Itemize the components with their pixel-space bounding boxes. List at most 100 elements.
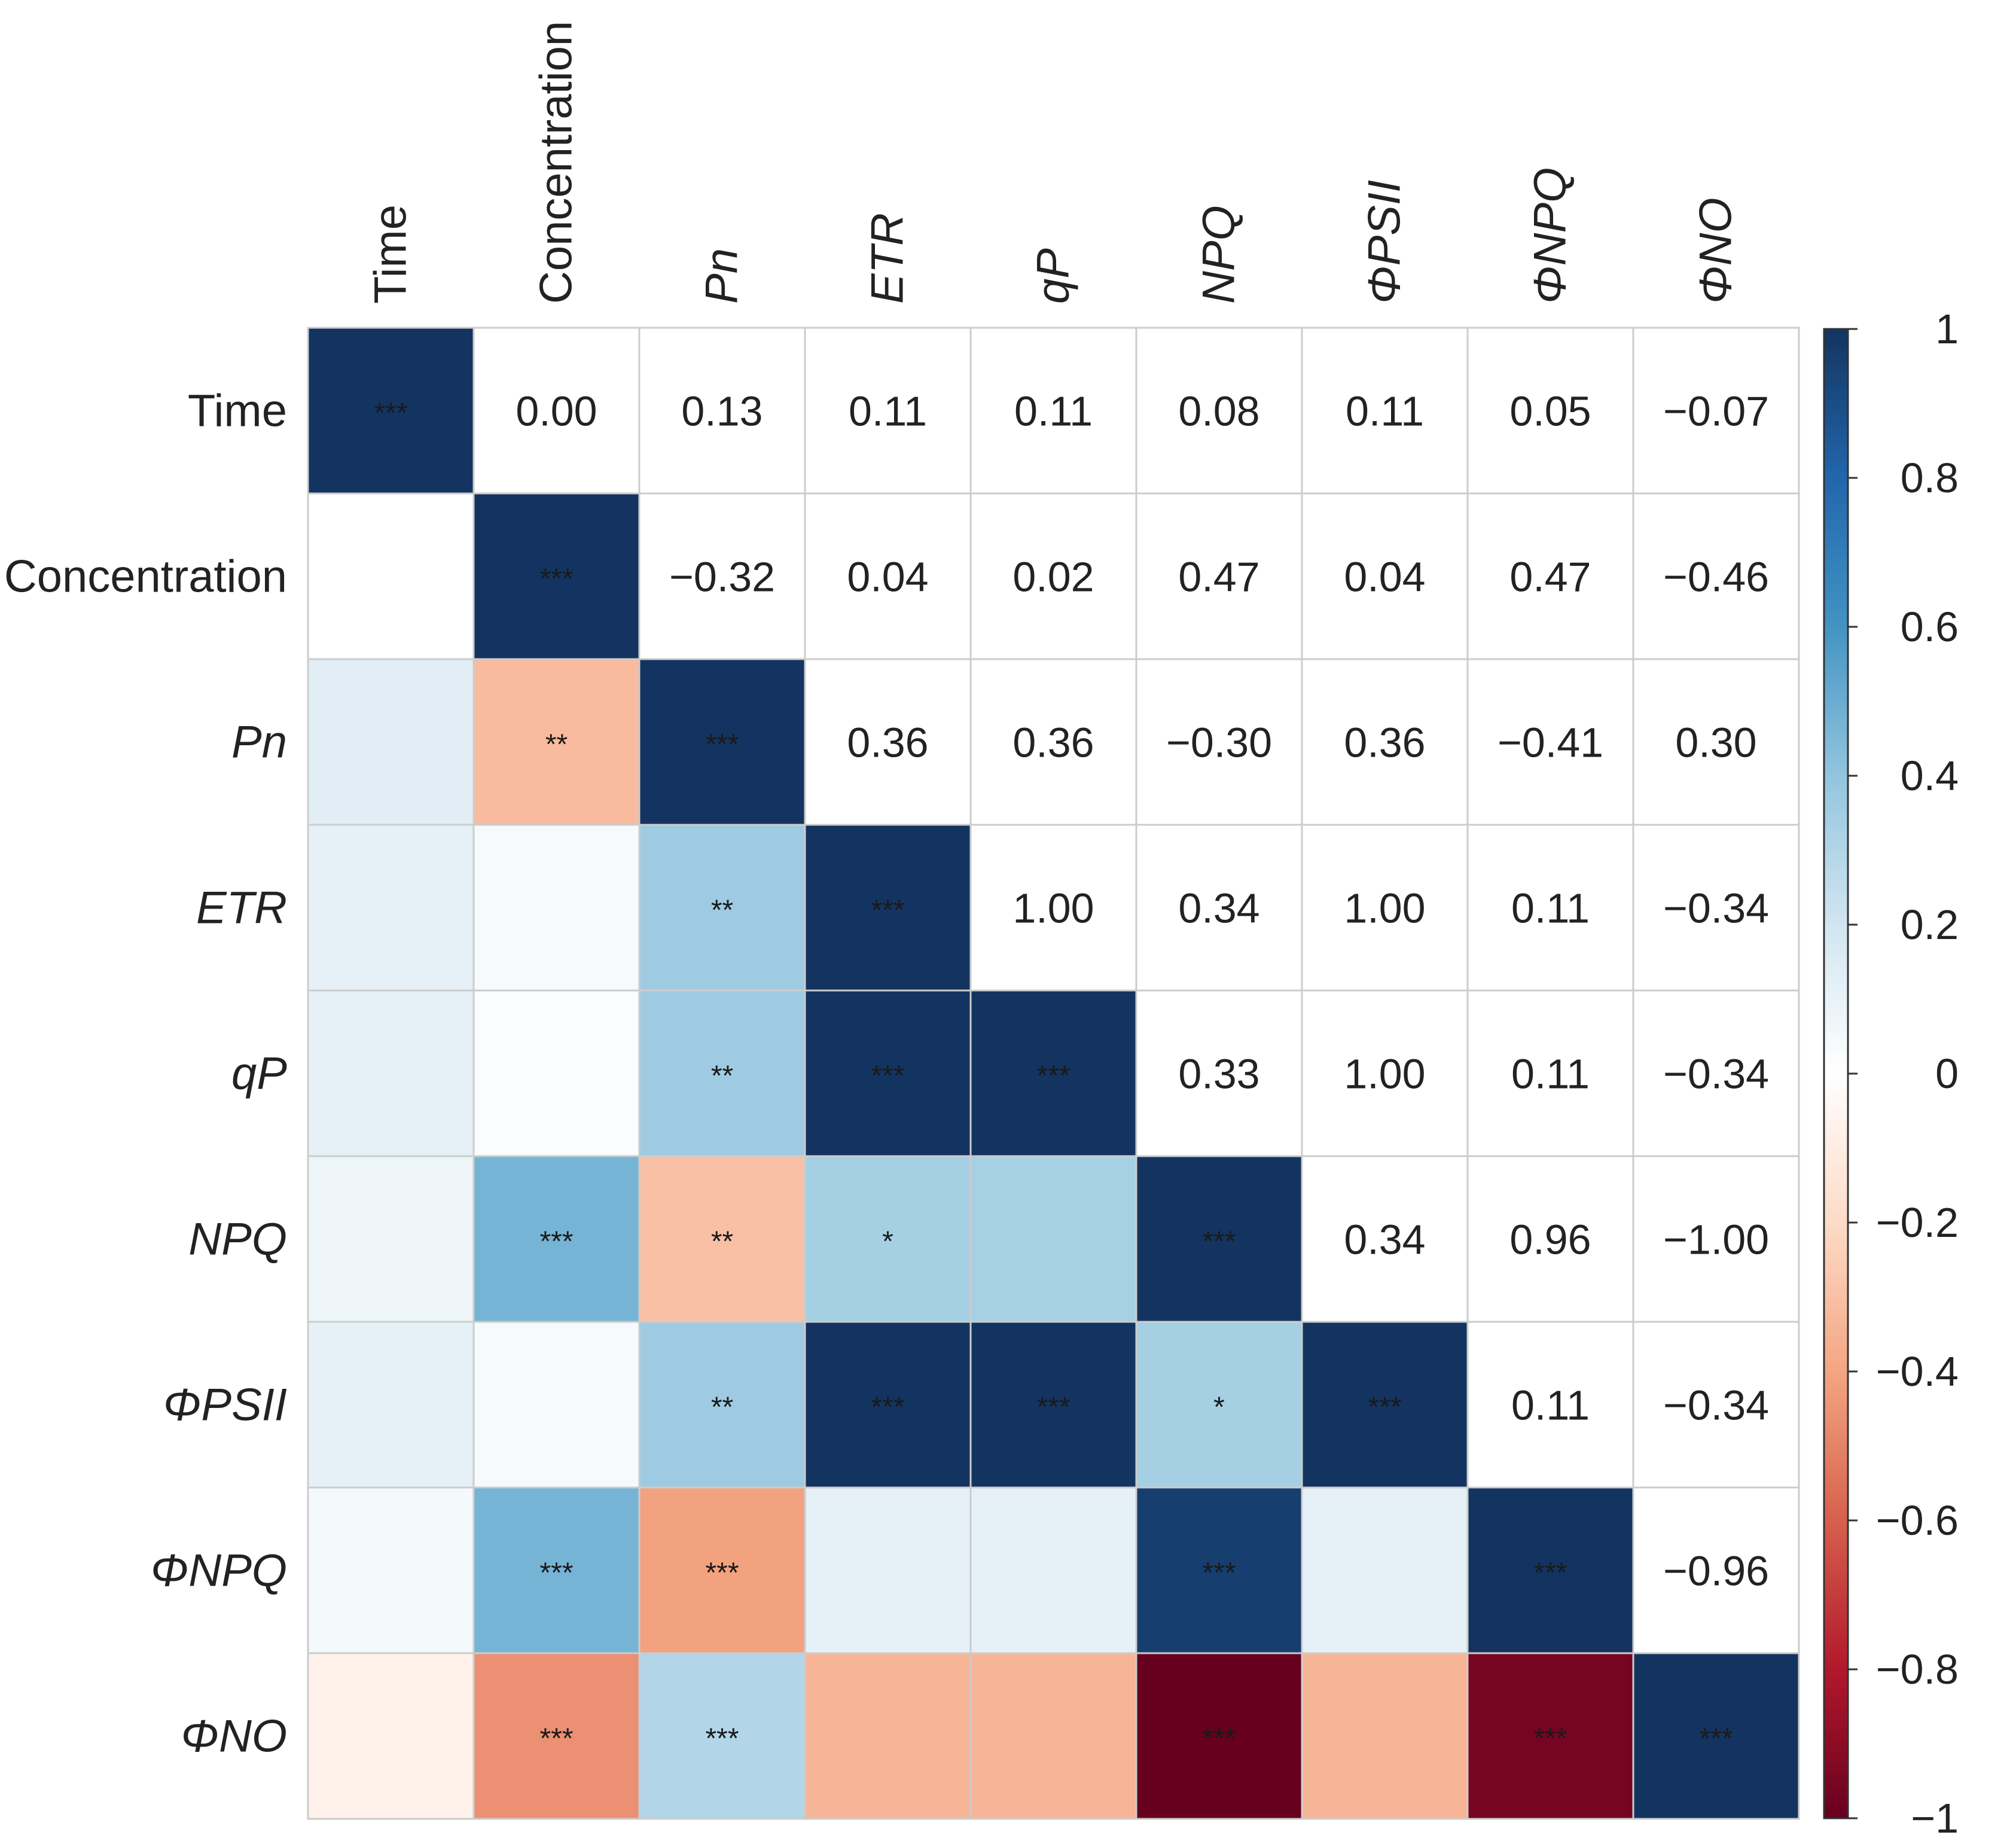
- value-label-time-npq: 0.08: [1178, 388, 1259, 435]
- significance-mark-phi-no-phi-no: ***: [1699, 1723, 1733, 1755]
- heatmap-cell-phi-npq-phi-no: [1632, 1486, 1800, 1654]
- value-label-phi-psii-phi-npq: 0.11: [1511, 1382, 1590, 1429]
- significance-mark-phi-npq-phi-npq: ***: [1533, 1557, 1567, 1589]
- colorbar-tick-label: 0: [1935, 1050, 1959, 1097]
- significance-mark-phi-npq-concentration: ***: [539, 1557, 573, 1589]
- heatmap-cell-time-phi-psii: [1301, 327, 1469, 495]
- heatmap-cell-phi-no-concentration: [472, 1652, 641, 1820]
- significance-mark-qp-qp: ***: [1036, 1060, 1070, 1092]
- heatmap-cell-npq-phi-no: [1632, 1155, 1800, 1323]
- significance-mark-npq-pn: **: [711, 1226, 733, 1258]
- heatmap-cell-npq-npq: [1135, 1155, 1303, 1323]
- value-label-phi-psii-phi-no: −0.34: [1663, 1382, 1769, 1429]
- heatmap-cell-time-phi-npq: [1466, 327, 1634, 495]
- heatmap-cell-npq-etr: [804, 1155, 972, 1323]
- significance-mark-phi-no-pn: ***: [705, 1723, 739, 1755]
- row-label-npq: NPQ: [188, 1214, 287, 1265]
- heatmap-cell-phi-no-phi-psii: [1301, 1652, 1469, 1820]
- heatmap-cell-concentration-concentration: [472, 492, 641, 660]
- column-label-npq: NPQ: [1194, 205, 1245, 304]
- significance-mark-pn-concentration: **: [545, 729, 568, 761]
- column-label-concentration: Concentration: [531, 21, 582, 304]
- value-label-qp-npq: 0.33: [1178, 1051, 1259, 1098]
- column-label-etr: ETR: [862, 213, 913, 304]
- heatmap-cell-qp-etr: [804, 989, 972, 1157]
- heatmap-cells: *** 0.00 0.13 0.11 0.11 0.08 0.11 0.05 −0.07*** −…: [307, 327, 1800, 1820]
- column-label-time: Time: [365, 205, 416, 304]
- heatmap-cell-phi-npq-concentration: [472, 1486, 641, 1654]
- significance-mark-concentration-concentration: ***: [539, 563, 573, 595]
- value-label-npq-phi-no: −1.00: [1663, 1217, 1769, 1263]
- value-label-npq-phi-npq: 0.96: [1509, 1217, 1591, 1263]
- significance-mark-phi-npq-npq: ***: [1202, 1557, 1236, 1589]
- heatmap-cell-concentration-phi-npq: [1466, 492, 1634, 660]
- value-label-time-etr: 0.11: [849, 388, 927, 435]
- heatmap-cell-phi-npq-pn: [638, 1486, 806, 1654]
- heatmap-cell-phi-no-etr: [804, 1652, 972, 1820]
- heatmap-cell-npq-phi-npq: [1466, 1155, 1634, 1323]
- value-label-pn-npq: −0.30: [1166, 720, 1272, 766]
- significance-mark-npq-concentration: ***: [539, 1226, 573, 1258]
- heatmap-cell-phi-no-phi-npq: [1466, 1652, 1634, 1820]
- value-label-concentration-phi-psii: 0.04: [1344, 554, 1425, 601]
- value-label-time-phi-psii: 0.11: [1346, 388, 1424, 435]
- heatmap-cell-qp-phi-no: [1632, 989, 1800, 1157]
- value-label-time-phi-npq: 0.05: [1509, 388, 1591, 435]
- value-label-concentration-qp: 0.02: [1012, 554, 1094, 601]
- colorbar-tick-label: −1: [1911, 1795, 1959, 1838]
- heatmap-cell-time-etr: [804, 327, 972, 495]
- row-label-etr: ETR: [196, 883, 287, 934]
- heatmap-cell-pn-pn: [638, 658, 806, 826]
- heatmap-cell-pn-qp: [969, 658, 1137, 826]
- row-label-time: Time: [188, 386, 287, 437]
- heatmap-cell-concentration-phi-no: [1632, 492, 1800, 660]
- heatmap-cell-pn-phi-npq: [1466, 658, 1634, 826]
- significance-mark-time-time: ***: [374, 398, 407, 429]
- heatmap-cell-phi-npq-qp: [969, 1486, 1137, 1654]
- colorbar-tick-label: 0.2: [1901, 901, 1959, 948]
- heatmap-cell-phi-no-phi-no: [1632, 1652, 1800, 1820]
- heatmap-cell-etr-concentration: [472, 824, 641, 992]
- heatmap-cell-qp-npq: [1135, 989, 1303, 1157]
- column-label-phi-no: ΦNO: [1691, 197, 1741, 304]
- colorbar-tick-label: 1: [1935, 306, 1959, 352]
- value-label-concentration-phi-npq: 0.47: [1509, 554, 1591, 601]
- value-label-qp-phi-psii: 1.00: [1344, 1051, 1425, 1098]
- heatmap-cell-pn-time: [307, 658, 475, 826]
- heatmap-cell-pn-phi-psii: [1301, 658, 1469, 826]
- value-label-etr-phi-psii: 1.00: [1344, 885, 1425, 932]
- heatmap-cell-phi-psii-time: [307, 1321, 475, 1489]
- heatmap-cell-phi-npq-time: [307, 1486, 475, 1654]
- value-label-pn-qp: 0.36: [1012, 720, 1094, 766]
- significance-mark-qp-pn: **: [711, 1060, 733, 1092]
- row-labels: Time Concentration Pn ETR qP NPQ ΦPSII ΦNPQ ΦNO: [4, 386, 287, 1762]
- row-label-qp: qP: [231, 1048, 287, 1099]
- heatmap-cell-time-time: [307, 327, 475, 495]
- column-label-qp: qP: [1028, 248, 1079, 304]
- value-label-etr-phi-npq: 0.11: [1511, 885, 1590, 932]
- significance-mark-phi-psii-npq: *: [1213, 1392, 1225, 1424]
- heatmap-cell-etr-phi-psii: [1301, 824, 1469, 992]
- heatmap-cell-phi-no-npq: [1135, 1652, 1303, 1820]
- value-label-pn-phi-no: 0.30: [1675, 720, 1756, 766]
- significance-mark-phi-npq-pn: ***: [705, 1557, 739, 1589]
- value-label-etr-qp: 1.00: [1012, 885, 1094, 932]
- heatmap-cell-phi-npq-npq: [1135, 1486, 1303, 1654]
- value-label-time-concentration: 0.00: [516, 388, 597, 435]
- row-label-pn: Pn: [231, 717, 287, 768]
- heatmap-cell-phi-psii-etr: [804, 1321, 972, 1489]
- significance-mark-phi-psii-qp: ***: [1036, 1392, 1070, 1424]
- heatmap-cell-phi-psii-phi-npq: [1466, 1321, 1634, 1489]
- value-label-time-pn: 0.13: [681, 388, 763, 435]
- row-label-phi-no: ΦNO: [181, 1711, 287, 1762]
- value-label-etr-npq: 0.34: [1178, 885, 1259, 932]
- value-label-concentration-phi-no: −0.46: [1663, 554, 1769, 601]
- heatmap-cell-pn-npq: [1135, 658, 1303, 826]
- significance-mark-etr-etr: ***: [871, 895, 904, 926]
- row-label-phi-psii: ΦPSII: [163, 1380, 287, 1431]
- significance-mark-etr-pn: **: [711, 895, 733, 926]
- heatmap-cell-npq-phi-psii: [1301, 1155, 1469, 1323]
- significance-mark-phi-psii-etr: ***: [871, 1392, 904, 1424]
- heatmap-cell-time-pn: [638, 327, 806, 495]
- value-label-concentration-pn: −0.32: [669, 554, 775, 601]
